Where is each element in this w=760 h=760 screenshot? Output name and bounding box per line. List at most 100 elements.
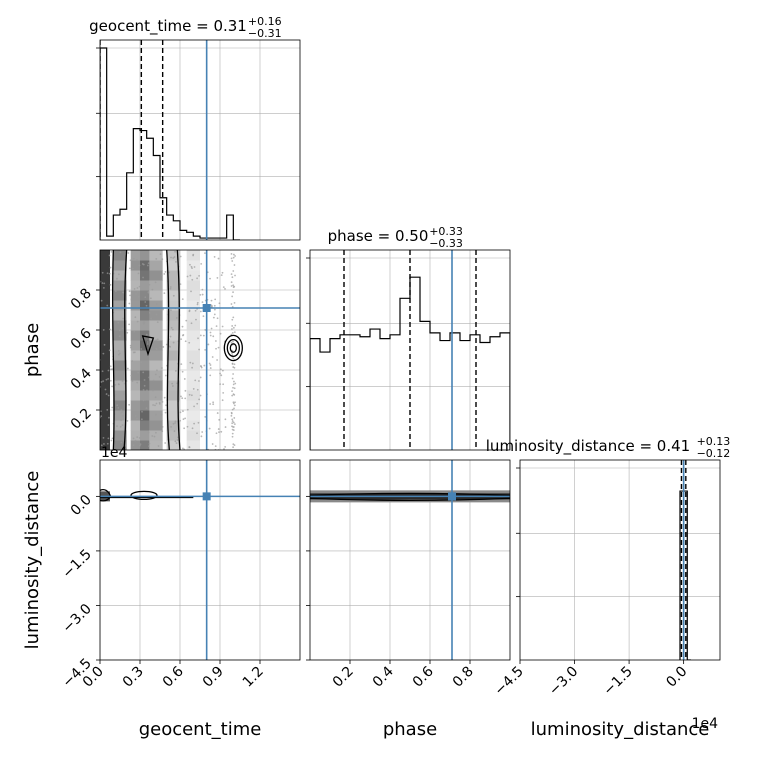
density-cell xyxy=(130,400,144,411)
scatter-point xyxy=(196,432,198,435)
scatter-point xyxy=(168,271,171,274)
scatter-point xyxy=(142,371,145,374)
scatter-point xyxy=(233,404,236,407)
density-cell xyxy=(186,300,200,311)
scatter-point xyxy=(148,442,151,445)
density-cell xyxy=(113,330,127,341)
scatter-point xyxy=(174,370,177,372)
scatter-point xyxy=(231,390,233,393)
scatter-point xyxy=(232,357,235,360)
scatter-point xyxy=(231,260,234,262)
scatter-point xyxy=(191,366,194,369)
scatter-point xyxy=(211,356,214,358)
density-cell xyxy=(186,420,200,431)
density-cell xyxy=(113,430,127,441)
density-cell xyxy=(149,360,163,371)
scatter-point xyxy=(174,250,176,253)
density-cell xyxy=(186,320,200,331)
scatter-point xyxy=(209,403,212,405)
density-cell xyxy=(113,390,127,401)
scatter-point xyxy=(142,276,144,279)
scatter-point xyxy=(232,373,235,375)
scatter-point xyxy=(142,263,145,266)
scatter-point xyxy=(219,368,222,371)
hist-step-luminosity_distance xyxy=(679,490,691,660)
scatter-point xyxy=(163,273,166,275)
scatter-point xyxy=(199,376,202,379)
scatter-point xyxy=(146,343,149,345)
scatter-point xyxy=(120,419,122,422)
scatter-point xyxy=(160,413,163,416)
scatter-point xyxy=(146,389,148,392)
density-cell xyxy=(140,310,154,321)
scatter-point xyxy=(188,446,191,448)
scatter-point xyxy=(152,404,155,406)
scatter-point xyxy=(233,380,235,383)
scatter-point xyxy=(214,298,217,301)
density-cell xyxy=(130,260,144,271)
scatter-point xyxy=(127,252,130,254)
scatter-point xyxy=(200,262,203,265)
scatter-point xyxy=(155,413,157,416)
scatter-point xyxy=(171,385,174,387)
density-cell xyxy=(130,320,144,331)
scatter-point xyxy=(172,294,175,297)
y-tick-label-phase: 0.2 xyxy=(68,406,95,433)
scatter-point xyxy=(231,377,234,380)
scatter-point xyxy=(174,420,177,423)
density-cell xyxy=(140,340,154,351)
scatter-point xyxy=(204,416,207,418)
scatter-point xyxy=(210,327,213,330)
scatter-point xyxy=(196,402,199,405)
scatter-point xyxy=(200,435,203,438)
scatter-point xyxy=(162,308,164,311)
scatter-point xyxy=(136,417,138,420)
x-tick-label-geocent: 0.6 xyxy=(160,663,187,690)
scatter-point xyxy=(183,378,186,380)
scatter-point xyxy=(111,368,114,371)
scatter-point xyxy=(122,262,125,265)
scatter-point xyxy=(232,316,235,319)
scatter-point xyxy=(181,397,184,400)
scatter-point xyxy=(234,401,236,404)
scatter-point xyxy=(108,416,110,419)
density-cell xyxy=(149,350,163,361)
scatter-point xyxy=(203,364,206,367)
density-cell xyxy=(166,310,180,321)
scatter-point xyxy=(161,400,164,403)
scatter-point xyxy=(130,298,133,300)
scatter-point xyxy=(142,399,145,402)
truth-marker xyxy=(202,304,211,312)
density-cell xyxy=(113,400,127,411)
scatter-point xyxy=(197,421,200,424)
contour-line xyxy=(310,497,510,502)
scatter-point xyxy=(221,369,224,372)
scatter-point xyxy=(132,444,135,447)
density-cell xyxy=(166,330,180,341)
scatter-point xyxy=(169,335,172,338)
hist-frame-phase xyxy=(309,249,511,451)
contour-line xyxy=(141,335,155,357)
scatter-point xyxy=(101,282,104,284)
scatter-point xyxy=(224,418,227,421)
scatter-point xyxy=(216,317,219,320)
density-cell xyxy=(186,380,200,391)
scatter-point xyxy=(128,267,131,270)
scatter-point xyxy=(117,406,120,409)
scatter-point xyxy=(144,296,147,299)
scatter-point xyxy=(102,436,105,439)
density-cell xyxy=(130,390,144,401)
scatter-point xyxy=(230,414,233,417)
scatter-point xyxy=(174,422,177,424)
scatter-point xyxy=(120,441,123,444)
density-cell xyxy=(130,370,144,381)
x-tick-label-distance: −3.0 xyxy=(546,664,581,699)
scatter-point xyxy=(163,292,166,295)
density-cell xyxy=(113,440,127,450)
scatter-point xyxy=(185,319,188,322)
scatter-point xyxy=(115,379,118,381)
scatter-point xyxy=(154,373,157,376)
scatter-point xyxy=(230,285,233,287)
x-tick-label-geocent: 1.2 xyxy=(240,664,267,691)
